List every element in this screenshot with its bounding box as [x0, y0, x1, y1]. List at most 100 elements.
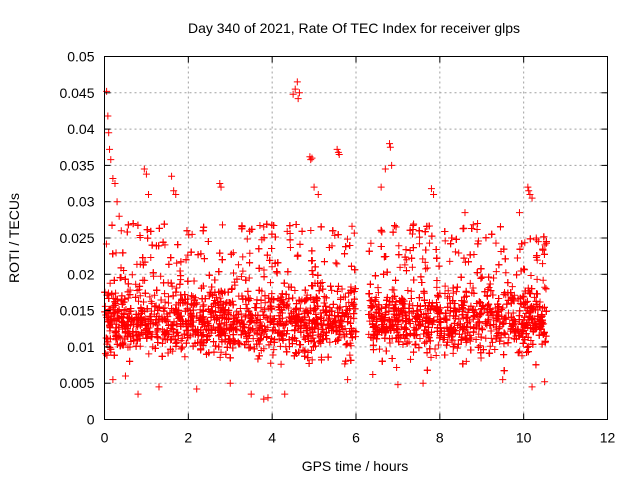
data-point — [366, 280, 374, 288]
data-point — [255, 352, 263, 360]
data-point — [436, 332, 444, 340]
data-point — [529, 315, 537, 323]
data-point — [420, 296, 428, 304]
data-point — [377, 183, 385, 191]
data-point — [143, 305, 151, 313]
data-point — [410, 348, 418, 356]
data-point — [342, 303, 350, 311]
data-point — [157, 272, 165, 280]
data-point — [149, 269, 157, 277]
data-point — [161, 331, 169, 339]
data-point — [151, 344, 159, 352]
data-point — [197, 314, 205, 322]
data-point — [351, 266, 359, 274]
data-point — [247, 326, 255, 334]
data-point — [245, 307, 253, 315]
data-point — [500, 329, 508, 337]
data-point — [225, 314, 233, 322]
data-point — [382, 328, 390, 336]
data-point — [297, 324, 305, 332]
data-point — [417, 273, 425, 281]
data-point — [220, 308, 228, 316]
data-point — [217, 304, 225, 312]
data-point — [295, 348, 303, 356]
data-point — [521, 287, 529, 295]
data-point — [153, 286, 161, 294]
data-point — [261, 327, 269, 335]
data-point — [109, 376, 117, 384]
data-point — [446, 307, 454, 315]
data-point — [260, 305, 268, 313]
data-point — [207, 290, 215, 298]
data-point — [433, 299, 441, 307]
data-point — [269, 351, 277, 359]
data-point — [419, 255, 427, 263]
data-point — [278, 331, 286, 339]
data-point — [492, 335, 500, 343]
data-point — [401, 300, 409, 308]
data-point — [427, 185, 435, 193]
data-point — [248, 225, 256, 233]
data-point — [167, 279, 175, 287]
data-point — [167, 254, 175, 262]
data-point — [481, 288, 489, 296]
data-point — [460, 224, 468, 232]
data-point — [314, 271, 322, 279]
data-point — [381, 311, 389, 319]
data-point — [153, 321, 161, 329]
data-point — [332, 259, 340, 267]
data-point — [232, 325, 240, 333]
data-point — [409, 244, 417, 252]
data-point — [241, 313, 249, 321]
data-point — [487, 327, 495, 335]
data-point — [302, 296, 310, 304]
data-point — [172, 342, 180, 350]
data-point — [386, 297, 394, 305]
data-point — [460, 254, 468, 262]
data-point — [540, 250, 548, 258]
data-point — [478, 326, 486, 334]
data-point — [426, 345, 434, 353]
data-point — [524, 297, 532, 305]
data-point — [203, 333, 211, 341]
data-point — [309, 343, 317, 351]
data-point — [285, 343, 293, 351]
data-point — [455, 249, 463, 257]
data-point — [499, 304, 507, 312]
data-point — [419, 317, 427, 325]
data-point — [421, 228, 429, 236]
data-point — [163, 317, 171, 325]
data-point — [415, 321, 423, 329]
data-point — [246, 259, 254, 267]
data-point — [317, 223, 325, 231]
data-point — [467, 346, 475, 354]
data-point — [268, 221, 276, 229]
data-point — [525, 187, 533, 195]
data-point — [388, 161, 396, 169]
data-point — [494, 300, 502, 308]
data-point — [168, 304, 176, 312]
data-point — [260, 345, 268, 353]
data-point — [280, 304, 288, 312]
data-point — [254, 355, 262, 363]
data-point — [262, 333, 270, 341]
data-point — [518, 352, 526, 360]
data-point — [246, 318, 254, 326]
data-point — [520, 293, 528, 301]
data-point — [178, 343, 186, 351]
data-point — [421, 302, 429, 310]
data-point — [182, 339, 190, 347]
data-point — [241, 341, 249, 349]
data-point — [478, 324, 486, 332]
data-point — [173, 284, 181, 292]
data-point — [467, 302, 475, 310]
data-point — [304, 348, 312, 356]
data-point — [535, 331, 543, 339]
data-point — [305, 332, 313, 340]
data-point — [485, 273, 493, 281]
data-point — [401, 261, 409, 269]
data-points — [101, 78, 550, 403]
data-point — [393, 311, 401, 319]
data-point — [197, 284, 205, 292]
data-point — [423, 349, 431, 357]
